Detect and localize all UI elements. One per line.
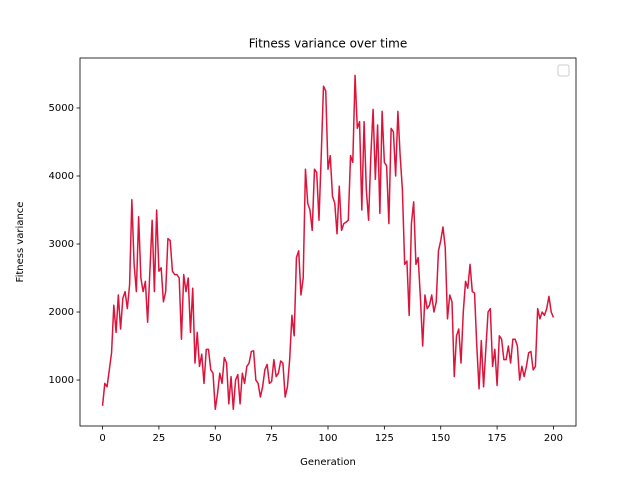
x-tick-label: 200 — [544, 433, 563, 444]
y-tick-label: 3000 — [49, 239, 74, 250]
x-tick-label: 150 — [431, 433, 450, 444]
x-tick-label: 100 — [318, 433, 337, 444]
chart-title: Fitness variance over time — [249, 37, 408, 51]
y-tick-label: 1000 — [49, 375, 74, 386]
y-tick-label: 2000 — [49, 307, 74, 318]
x-tick-label: 25 — [153, 433, 166, 444]
x-tick-label: 175 — [488, 433, 507, 444]
x-tick-label: 0 — [99, 433, 105, 444]
y-tick-label: 5000 — [49, 103, 74, 114]
x-tick-label: 75 — [265, 433, 278, 444]
x-axis-label: Generation — [300, 457, 356, 468]
y-axis-label: Fitness variance — [15, 202, 26, 283]
data-line — [101, 74, 555, 411]
x-tick-label: 125 — [375, 433, 394, 444]
legend — [557, 64, 570, 77]
x-tick-label: 50 — [209, 433, 222, 444]
y-tick-label: 4000 — [49, 171, 74, 182]
axes-frame — [79, 57, 577, 427]
